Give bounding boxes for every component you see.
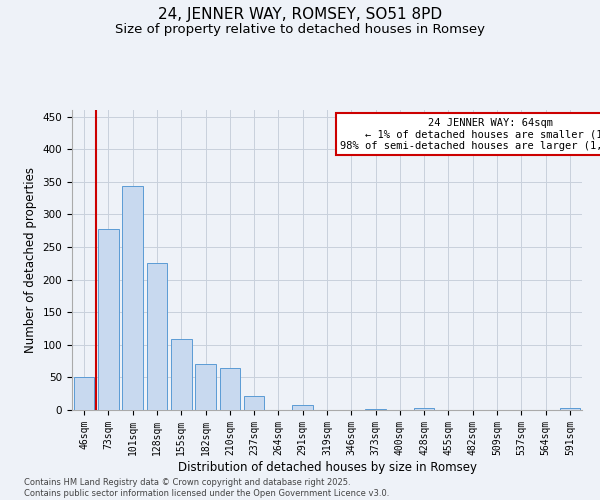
X-axis label: Distribution of detached houses by size in Romsey: Distribution of detached houses by size … — [178, 460, 476, 473]
Bar — [122, 186, 143, 410]
Bar — [292, 406, 313, 410]
Bar — [365, 408, 386, 410]
Bar — [560, 408, 580, 410]
Text: 24 JENNER WAY: 64sqm
← 1% of detached houses are smaller (17)
98% of semi-detach: 24 JENNER WAY: 64sqm ← 1% of detached ho… — [340, 118, 600, 150]
Bar — [98, 230, 119, 410]
Bar — [220, 368, 240, 410]
Bar — [195, 364, 216, 410]
Text: Contains HM Land Registry data © Crown copyright and database right 2025.
Contai: Contains HM Land Registry data © Crown c… — [24, 478, 389, 498]
Bar — [146, 262, 167, 410]
Text: 24, JENNER WAY, ROMSEY, SO51 8PD: 24, JENNER WAY, ROMSEY, SO51 8PD — [158, 8, 442, 22]
Y-axis label: Number of detached properties: Number of detached properties — [24, 167, 37, 353]
Bar — [414, 408, 434, 410]
Text: Size of property relative to detached houses in Romsey: Size of property relative to detached ho… — [115, 22, 485, 36]
Bar — [244, 396, 265, 410]
Bar — [171, 339, 191, 410]
Bar — [74, 378, 94, 410]
